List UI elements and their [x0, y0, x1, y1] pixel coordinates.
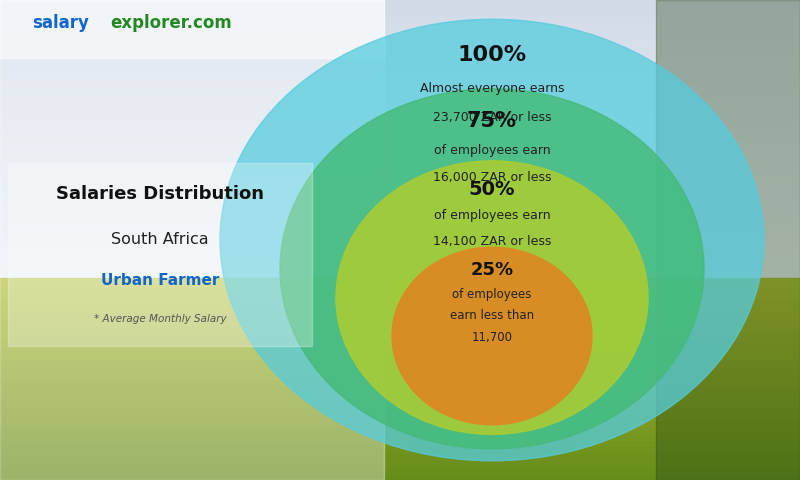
Bar — [0, 14, 800, 21]
Bar — [0, 63, 800, 70]
Bar — [0, 346, 800, 352]
Bar — [0, 257, 800, 264]
Bar — [0, 132, 800, 139]
Bar — [0, 393, 800, 399]
Bar — [0, 299, 800, 305]
Bar — [0, 56, 800, 63]
Bar — [0, 386, 800, 393]
Bar — [0, 230, 800, 237]
Bar — [0, 153, 800, 160]
Bar — [0, 460, 800, 467]
Bar — [0, 420, 800, 426]
Bar — [0, 181, 800, 188]
Bar — [8, 163, 312, 346]
Bar — [0, 216, 800, 223]
Bar — [0, 97, 800, 105]
Bar — [0, 111, 800, 119]
Text: 75%: 75% — [467, 111, 517, 132]
Ellipse shape — [280, 89, 704, 449]
Text: of employees earn: of employees earn — [434, 209, 550, 223]
Bar — [0, 244, 800, 251]
Bar — [0, 0, 800, 7]
Bar — [0, 118, 800, 125]
Bar — [0, 473, 800, 480]
Text: of employees earn: of employees earn — [434, 144, 550, 157]
Bar — [656, 0, 800, 480]
Text: earn less than: earn less than — [450, 309, 534, 323]
Bar — [0, 332, 800, 339]
Bar — [0, 105, 800, 111]
Bar — [0, 426, 800, 433]
Text: 50%: 50% — [469, 180, 515, 199]
Bar — [0, 312, 800, 319]
Bar — [0, 195, 800, 202]
Bar — [0, 0, 384, 480]
Text: 11,700: 11,700 — [471, 331, 513, 344]
Bar — [0, 272, 800, 278]
Bar — [0, 339, 800, 346]
Bar — [0, 372, 800, 379]
Text: explorer.com: explorer.com — [110, 14, 232, 32]
Text: of employees: of employees — [452, 288, 532, 301]
Bar — [0, 406, 800, 413]
Bar — [0, 146, 800, 153]
Text: 100%: 100% — [458, 45, 526, 65]
Bar — [0, 223, 800, 230]
Bar — [0, 139, 800, 146]
Bar — [0, 366, 800, 372]
Text: * Average Monthly Salary: * Average Monthly Salary — [94, 314, 226, 324]
Bar — [0, 399, 800, 406]
Text: 23,700 ZAR or less: 23,700 ZAR or less — [433, 111, 551, 124]
Text: salary: salary — [32, 14, 89, 32]
Bar — [0, 42, 800, 49]
Bar — [0, 90, 800, 97]
Bar — [0, 7, 800, 14]
Bar — [0, 125, 800, 132]
Bar — [0, 202, 800, 209]
Text: South Africa: South Africa — [111, 232, 209, 248]
Bar — [0, 237, 800, 244]
Bar — [0, 433, 800, 440]
Text: 16,000 ZAR or less: 16,000 ZAR or less — [433, 171, 551, 184]
Bar — [0, 264, 800, 272]
Bar — [0, 359, 800, 366]
Text: 14,100 ZAR or less: 14,100 ZAR or less — [433, 235, 551, 248]
Ellipse shape — [392, 247, 592, 425]
Ellipse shape — [336, 161, 648, 434]
Bar — [0, 49, 800, 56]
Bar — [0, 0, 384, 58]
Bar — [0, 28, 800, 35]
Bar — [0, 379, 800, 386]
Bar — [0, 305, 800, 312]
Bar — [0, 209, 800, 216]
Bar — [0, 352, 800, 359]
Bar — [0, 285, 800, 292]
Bar — [0, 325, 800, 332]
Bar — [0, 174, 800, 181]
Bar — [0, 35, 800, 42]
Bar — [0, 76, 800, 84]
Bar — [0, 21, 800, 28]
Bar — [0, 453, 800, 460]
Bar — [0, 319, 800, 325]
Text: Salaries Distribution: Salaries Distribution — [56, 185, 264, 204]
Bar — [0, 278, 800, 285]
Bar — [0, 251, 800, 257]
Bar — [0, 467, 800, 473]
Text: Urban Farmer: Urban Farmer — [101, 273, 219, 288]
Bar — [0, 413, 800, 420]
Bar — [0, 188, 800, 195]
Bar — [0, 70, 800, 76]
Bar — [0, 446, 800, 453]
Bar — [0, 440, 800, 446]
Bar — [0, 160, 800, 167]
Text: Almost everyone earns: Almost everyone earns — [420, 82, 564, 96]
Bar — [0, 84, 800, 90]
Bar — [0, 292, 800, 299]
Bar — [0, 167, 800, 174]
Ellipse shape — [220, 19, 764, 461]
Text: 25%: 25% — [470, 261, 514, 279]
